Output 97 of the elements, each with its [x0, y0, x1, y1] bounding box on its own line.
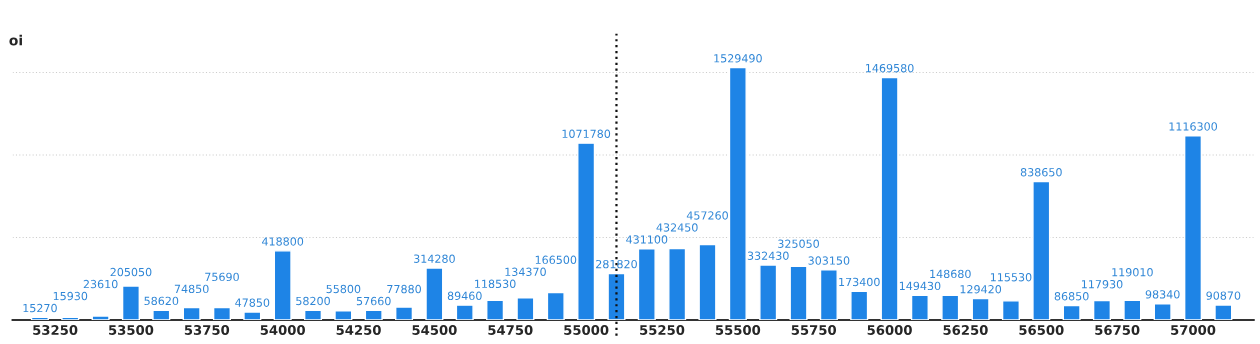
bar [182, 306, 201, 320]
bar [61, 316, 80, 320]
data-label: 15930 [53, 291, 88, 301]
bar [121, 285, 140, 320]
bar [607, 272, 626, 320]
bar [1092, 299, 1112, 320]
data-label: 838650 [1020, 168, 1062, 177]
bar [910, 294, 929, 320]
data-label: 89460 [447, 291, 482, 301]
bar [1183, 135, 1203, 320]
data-label: 90870 [1206, 291, 1241, 300]
data-label: 129420 [960, 285, 1002, 294]
data-label: 57660 [356, 296, 391, 306]
bar [516, 297, 535, 320]
bar [91, 315, 110, 320]
bar [30, 316, 49, 320]
data-label: 314280 [414, 254, 455, 263]
data-label: 303150 [808, 256, 850, 265]
bar [486, 299, 505, 320]
bar [759, 264, 778, 320]
bar [425, 267, 444, 320]
bar [334, 310, 353, 320]
data-label: 325050 [778, 239, 819, 248]
bar [243, 311, 262, 320]
data-label: 432450 [656, 223, 698, 232]
data-label: 148680 [930, 269, 971, 279]
x-tick-label: 53500 [109, 325, 154, 335]
bar [1153, 303, 1172, 320]
x-tick-label: 57000 [1171, 325, 1216, 335]
x-tick-label: 53750 [184, 325, 230, 335]
data-label: 117930 [1081, 280, 1123, 289]
x-tick-label: 56000 [867, 325, 912, 335]
data-label: 1529490 [714, 54, 762, 63]
bar [819, 269, 838, 320]
data-label: 119010 [1112, 268, 1153, 277]
bar [273, 250, 292, 320]
data-label: 115530 [990, 273, 1032, 282]
bar [637, 248, 656, 320]
bar [303, 309, 323, 320]
data-label: 134370 [505, 267, 546, 277]
bar [1032, 180, 1051, 320]
bar [364, 309, 383, 320]
bar [395, 306, 414, 320]
x-tick-label: 55750 [791, 325, 837, 335]
bar [212, 306, 232, 320]
bar [971, 297, 990, 320]
data-label: 58200 [296, 296, 330, 306]
data-label: 166500 [535, 255, 577, 265]
bar [546, 291, 565, 320]
bar [850, 290, 869, 320]
bar [1062, 304, 1081, 320]
bar [789, 265, 808, 320]
x-tick-label: 54750 [488, 325, 533, 335]
data-label: 55800 [326, 284, 361, 294]
data-label: 173400 [839, 277, 880, 287]
data-label: 418800 [262, 237, 304, 246]
data-label: 98340 [1145, 290, 1180, 299]
x-tick-label: 55250 [640, 325, 685, 335]
chart-title: oi [9, 34, 22, 46]
x-tick-label: 56250 [943, 325, 988, 335]
data-label: 1469580 [866, 63, 914, 73]
bar [668, 247, 687, 320]
data-label: 77880 [387, 284, 421, 294]
data-label: 74850 [174, 284, 209, 294]
bar [698, 243, 717, 320]
x-tick-label: 56750 [1095, 325, 1140, 335]
data-label: 281820 [596, 259, 637, 269]
x-tick-label: 55500 [715, 325, 761, 335]
data-label: 1071780 [562, 129, 611, 138]
bar [577, 142, 596, 320]
x-tick-label: 53250 [33, 325, 78, 335]
data-label: 86850 [1054, 292, 1089, 301]
bar [1001, 300, 1020, 320]
bar [1214, 304, 1233, 320]
data-label: 457260 [686, 211, 728, 220]
x-tick-label: 54250 [336, 325, 381, 335]
x-tick-label: 54500 [412, 325, 457, 335]
x-tick-label: 56500 [1019, 325, 1064, 335]
bar [1123, 299, 1142, 320]
bar [455, 304, 474, 320]
data-label: 75690 [205, 272, 239, 282]
data-label: 431100 [626, 235, 668, 244]
x-tick-label: 54000 [260, 325, 305, 335]
bar [941, 294, 960, 320]
bar [152, 309, 171, 320]
data-label: 1116300 [1169, 122, 1218, 131]
data-label: 205050 [110, 267, 152, 277]
data-label: 58620 [144, 296, 179, 306]
data-label: 15270 [23, 303, 57, 313]
bar [728, 66, 747, 320]
data-label: 149430 [899, 281, 941, 291]
data-label: 118530 [475, 279, 516, 289]
x-tick-label: 55000 [564, 325, 609, 335]
data-label: 332430 [747, 251, 789, 260]
data-label: 23610 [83, 279, 118, 289]
bar [880, 76, 899, 320]
data-label: 47850 [235, 298, 270, 307]
